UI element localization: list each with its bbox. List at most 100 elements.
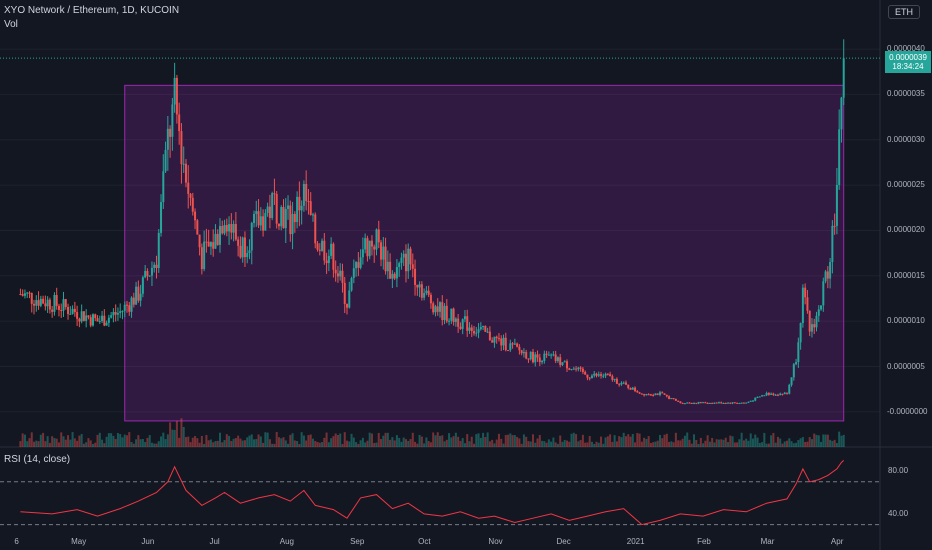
time-axis-label: Oct [418,537,431,546]
currency-badge[interactable]: ETH [888,5,920,19]
candle-body [754,397,757,401]
candle-body [772,393,775,395]
candle-body [19,293,22,295]
time-axis-label: Apr [830,537,844,546]
volume-bar [255,439,258,447]
candle-body [255,211,258,214]
candle-body [427,290,430,295]
volume-bar [556,443,559,447]
candle-body [795,362,798,365]
volume-bar [28,438,31,447]
candle-body [366,238,369,257]
volume-bar [502,443,505,447]
volume-bar [552,437,555,447]
candle-body [51,309,54,312]
candle-body [180,131,183,165]
volume-bar [704,440,707,447]
candle-body [500,338,503,346]
candle-body [463,316,466,320]
volume-bar [409,439,412,447]
candle-body [822,281,825,306]
candle-body [85,315,88,321]
candle-body [280,207,283,227]
candle-body [150,267,153,276]
candle-body [175,77,178,115]
candle-body [629,388,632,390]
volume-bar [634,442,637,447]
volume-bar [418,434,421,447]
volume-bar [46,436,49,447]
volume-bar [321,442,324,447]
price-axis-label: 0.0000025 [887,180,925,190]
volume-bar [665,433,668,447]
volume-bar [497,433,500,447]
candle-body [144,271,147,278]
volume-bar [618,436,621,447]
volume-bar [105,436,108,447]
candle-body [531,351,534,363]
volume-bar [654,441,657,447]
volume-bar [736,442,739,447]
candle-body [604,373,607,376]
volume-bar [788,438,791,447]
candle-body [293,213,296,223]
candle-body [634,387,637,392]
candle-body [391,273,394,279]
candle-body [339,270,342,277]
volume-bar [271,443,274,447]
volume-bar [135,439,138,447]
volume-bar [429,442,432,447]
volume-bar [123,434,126,447]
volume-bar [454,432,457,447]
candle-body [321,240,324,251]
volume-bar [336,434,339,447]
candle-body [699,402,702,404]
volume-bar [690,443,693,447]
price-axis-label: 0.0000010 [887,316,925,326]
time-axis-label: Jul [209,537,220,546]
volume-bar [461,438,464,447]
candle-body [364,238,367,250]
candle-body [786,392,789,394]
volume-bar [373,443,376,447]
volume-bar [395,435,398,447]
volume-bar [150,442,153,447]
candle-body [477,329,480,333]
candle-body [418,284,421,288]
candle-body [216,233,219,245]
candle-body [611,376,614,380]
volume-bar [71,432,74,447]
volume-bar [720,439,723,447]
volume-bar [250,434,253,447]
candle-body [429,294,432,304]
candle-body [674,398,677,401]
volume-bar [116,433,119,447]
volume-bar [85,442,88,447]
candle-body [221,226,224,234]
volume-bar [352,437,355,447]
volume-bar [171,429,174,447]
volume-bar [774,442,777,447]
candle-body [78,318,81,322]
volume-bar [561,441,564,447]
candle-body [815,315,818,328]
candle-body [30,292,33,304]
volume-bar [91,443,94,447]
volume-bar [230,440,233,447]
volume-bar [368,432,371,447]
candle-body [554,354,557,361]
candle-body [831,225,834,263]
candle-body [715,402,718,404]
volume-bar [640,441,643,447]
candle-body [343,282,346,304]
volume-bar [799,438,802,447]
volume-bar [463,443,466,447]
candle-body [191,197,194,212]
volume-bar [715,439,718,447]
candle-body [171,104,174,137]
volume-bar [350,433,353,447]
candle-body [672,398,675,400]
rsi-axis-label: 80.00 [888,466,909,476]
candle-body [763,395,766,397]
volume-bar [629,436,632,447]
